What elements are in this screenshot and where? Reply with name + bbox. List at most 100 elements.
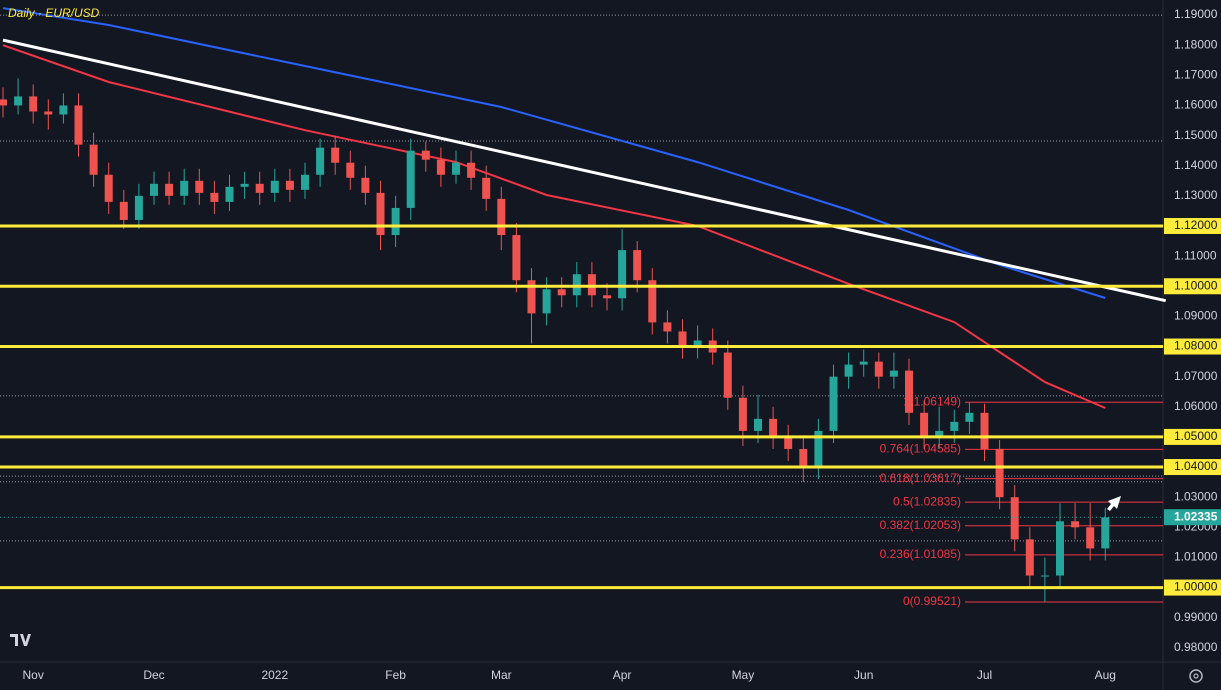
candle-body xyxy=(542,289,551,314)
candle-body xyxy=(316,147,325,175)
fib-label: 0.618(1.03617) xyxy=(880,471,961,485)
last-price-bg xyxy=(1164,509,1221,526)
candle-body xyxy=(482,177,491,199)
y-tick-label: 1.17000 xyxy=(1174,68,1218,82)
candle-body xyxy=(784,436,793,449)
candle-body xyxy=(406,150,415,208)
candle-body xyxy=(1101,517,1110,549)
indicator-line xyxy=(2,38,1167,303)
x-tick-label: Nov xyxy=(23,668,44,682)
candle-body xyxy=(1025,539,1034,576)
y-tick-label: 1.01000 xyxy=(1174,550,1218,564)
x-tick-label: May xyxy=(732,668,755,682)
y-tick-label: 1.16000 xyxy=(1174,98,1218,112)
candle-body xyxy=(889,370,898,377)
y-tick-label: 1.19000 xyxy=(1174,7,1218,21)
candle-body xyxy=(150,183,158,196)
level-label-bg xyxy=(1164,338,1221,355)
x-tick-label: Aug xyxy=(1095,668,1116,682)
candle-body xyxy=(1056,521,1064,576)
candle-body xyxy=(603,295,611,299)
y-tick-label: 1.08000 xyxy=(1174,339,1218,353)
candle-body xyxy=(1086,527,1095,549)
candle-body xyxy=(376,192,385,236)
candle-body xyxy=(436,159,445,175)
y-tick-label: 1.18000 xyxy=(1174,37,1218,51)
candle-body xyxy=(89,144,98,175)
candle-body xyxy=(165,183,174,196)
candle-body xyxy=(74,105,83,145)
candle-body xyxy=(527,280,536,314)
candle-body xyxy=(648,280,657,323)
candle-body xyxy=(391,207,400,236)
x-tick-label: Mar xyxy=(491,668,512,682)
candle-body xyxy=(497,198,506,236)
candle-body xyxy=(301,174,309,190)
candle-body xyxy=(14,96,23,106)
candle-body xyxy=(859,361,868,365)
x-tick-label: Jun xyxy=(854,668,873,682)
candle-body xyxy=(663,322,672,332)
candle-body xyxy=(225,186,234,202)
candle-body xyxy=(618,250,627,299)
level-label-bg xyxy=(1164,579,1221,596)
x-tick-label: 2022 xyxy=(261,668,288,682)
candle-body xyxy=(693,340,702,347)
candle-body xyxy=(467,162,476,178)
candle-body xyxy=(920,412,929,437)
level-label-bg xyxy=(1164,278,1221,295)
candle-body xyxy=(361,177,370,193)
candle-body xyxy=(874,361,883,377)
y-tick-label: 1.06000 xyxy=(1174,399,1218,413)
last-price-label: 1.02335 xyxy=(1174,509,1218,523)
candle-body xyxy=(557,289,566,296)
candle-body xyxy=(180,180,189,196)
candle-body xyxy=(754,418,762,431)
candle-body xyxy=(240,183,249,187)
candle-body xyxy=(799,448,808,468)
candle-body xyxy=(195,180,204,193)
candle-body xyxy=(995,448,1004,498)
x-tick-label: Feb xyxy=(385,668,406,682)
y-tick-label: 1.09000 xyxy=(1174,309,1218,323)
candle-body xyxy=(723,352,732,398)
y-tick-label: 0.98000 xyxy=(1174,640,1218,654)
candle-body xyxy=(346,162,355,178)
candle-body xyxy=(104,174,113,202)
candle-body xyxy=(0,99,7,106)
fib-label: 0.5(1.02835) xyxy=(893,494,961,508)
y-tick-label: 1.10000 xyxy=(1174,278,1218,292)
candle-body xyxy=(29,96,38,112)
level-label-bg xyxy=(1164,459,1221,476)
candle-body xyxy=(678,331,687,347)
candle-body xyxy=(134,195,143,220)
candle-body xyxy=(814,430,823,468)
y-tick-label: 1.12000 xyxy=(1174,218,1218,232)
x-tick-label: Apr xyxy=(613,668,632,682)
candle-body xyxy=(572,274,581,296)
candle-body xyxy=(587,274,596,296)
indicator-line xyxy=(2,44,1106,409)
y-tick-label: 1.07000 xyxy=(1174,369,1218,383)
candle-body xyxy=(950,421,959,431)
candle-body xyxy=(59,105,68,115)
chart-title: Daily · EUR/USD xyxy=(8,6,100,20)
candle-body xyxy=(452,162,460,175)
candle-body xyxy=(1010,497,1019,540)
y-tick-label: 1.05000 xyxy=(1174,429,1218,443)
y-tick-label: 1.11000 xyxy=(1174,248,1217,262)
candle-body xyxy=(421,150,430,160)
candle-body xyxy=(844,364,853,377)
candle-body xyxy=(965,412,974,422)
arrow xyxy=(1107,496,1121,511)
tv-logo xyxy=(8,630,34,650)
candle-body xyxy=(285,180,294,190)
y-tick-label: 0.99000 xyxy=(1174,610,1218,624)
candle-body xyxy=(980,412,989,449)
candle-body xyxy=(1040,575,1049,577)
candle-body xyxy=(935,430,944,437)
settings-icon[interactable] xyxy=(1189,669,1203,683)
y-tick-label: 1.04000 xyxy=(1174,459,1218,473)
candle-body xyxy=(255,183,264,193)
